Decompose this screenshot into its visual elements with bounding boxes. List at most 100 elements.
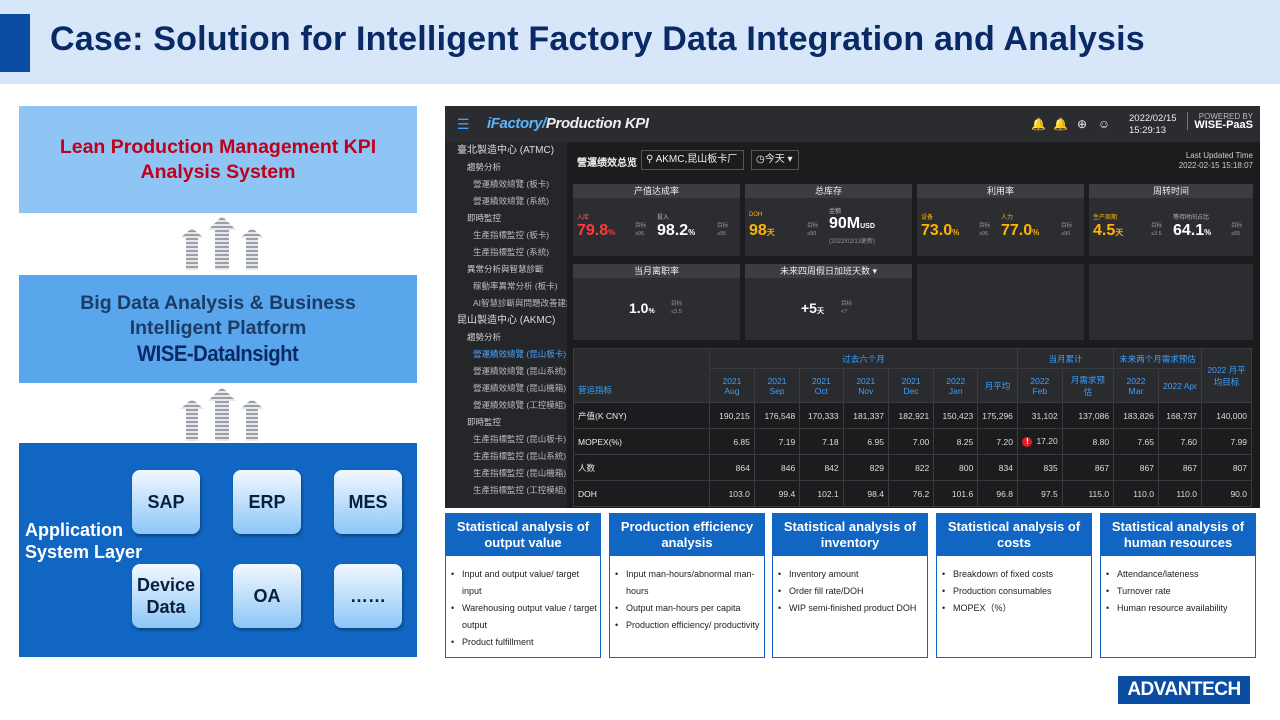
list-item: MOPEX（%） <box>942 600 1091 617</box>
sidebar-item[interactable]: 生產指標監控 (板卡) <box>473 230 550 240</box>
attrition-number: 1.0 <box>629 300 649 316</box>
kpi-a-value: 98天 <box>749 222 775 240</box>
category-list: Inventory amount Order fill rate/DOH WIP… <box>778 566 927 617</box>
column-header: 2021 Dec <box>887 368 935 403</box>
dashboard-brand: iFactory/Production KPI <box>487 115 649 132</box>
sidebar-item[interactable]: 異常分析與智慧診斷 <box>467 264 544 274</box>
table-cell: ! 17.20 <box>1016 428 1063 455</box>
attrition-unit: % <box>648 308 655 315</box>
column-header: 2021 Sep <box>753 368 801 403</box>
table-cell: 829 <box>842 454 889 481</box>
column-header: 月需求预估 <box>1061 368 1115 403</box>
column-header: 2022 Jan <box>933 368 979 403</box>
up-arrows-icon <box>180 387 264 441</box>
kpi-card-overtime[interactable]: 未来四周假日加班天数 ▾ +5天 目标 <7 <box>745 264 912 340</box>
table-cell: 176,548 <box>753 402 801 429</box>
list-item: WIP semi-finished product DOH <box>778 600 927 617</box>
kpi-card-output[interactable]: 产值达成率 入库 79.8% 目标 ≥95 投入 98.2% 目标 ≥95 <box>573 184 740 256</box>
list-item: Warehousing output value / target output <box>451 600 600 634</box>
category-output-value: Statistical analysis of output value Inp… <box>445 513 601 658</box>
table-cell: 7.99 <box>1201 428 1252 455</box>
category-production-efficiency: Production efficiency analysis Input man… <box>609 513 765 658</box>
sidebar-item[interactable]: 昆山製造中心 (AKMC) <box>457 315 556 326</box>
sidebar-item[interactable]: 營運績效總覽 (系統) <box>473 196 550 206</box>
date-range-select[interactable]: ◷今天 ▾ <box>751 150 799 170</box>
dashboard-datetime: 2022/02/15 15:29:13 <box>1129 113 1177 137</box>
kpi-card-utilization[interactable]: 利用率 设备 73.0% 目标 ≥95 人力 77.0% 目标 ≥90 <box>917 184 1084 256</box>
filter-value: AKMC,昆山板卡厂 <box>655 154 738 165</box>
attrition-target: 目标 ≤3.5 <box>671 301 683 315</box>
bell-icon[interactable]: 🔔 <box>1031 117 1046 131</box>
sidebar-item-selected[interactable]: 營運績效總覽 (昆山板卡) <box>473 349 567 359</box>
overtime-number: +5 <box>801 300 817 316</box>
kpi-card-empty <box>917 264 1084 340</box>
kpi-b-value: 77.0% <box>1001 222 1039 240</box>
sidebar-item[interactable]: 生產指標監控 (系統) <box>473 247 550 257</box>
category-title: Statistical analysis of output value <box>446 514 600 556</box>
header-bar: Case: Solution for Intelligent Factory D… <box>0 0 1280 84</box>
kpi-card-turnaround[interactable]: 周转时间 生产周期 4.5天 目标 ≤3.5 等待时间占比 64.1% 目标 ≤… <box>1089 184 1253 256</box>
category-list: Input and output value/ target input War… <box>451 566 600 651</box>
warning-icon: ! <box>1022 437 1033 447</box>
kpi-card-attrition[interactable]: 当月离职率 1.0% 目标 ≤3.5 <box>573 264 740 340</box>
sidebar-item[interactable]: 生產指標監控 (工控模組) <box>473 485 567 495</box>
date-text: 2022/02/15 <box>1129 113 1177 124</box>
time-text: 15:29:13 <box>1129 125 1166 136</box>
sidebar-item[interactable]: 趨勢分析 <box>467 332 502 342</box>
table-cell: 867 <box>1061 454 1115 481</box>
sidebar-item[interactable]: 生產指標監控 (昆山機箱) <box>473 468 567 478</box>
list-item: Input and output value/ target input <box>451 566 600 600</box>
bigdata-platform-title: Big Data Analysis & Business Intelligent… <box>80 292 356 339</box>
kpi-a-value: 73.0% <box>921 222 959 240</box>
table-cell: 864 <box>709 454 755 481</box>
category-inventory: Statistical analysis of inventory Invent… <box>772 513 928 658</box>
table-cell: 835 <box>1016 454 1063 481</box>
kpi-a-label: 设备 <box>921 215 934 221</box>
powered-by: POWERED BY WISE-PaaS <box>1187 112 1253 131</box>
sidebar-item[interactable]: 生產指標監控 (昆山系統) <box>473 451 567 461</box>
sidebar-item[interactable]: 趨勢分析 <box>467 162 502 172</box>
sidebar-item[interactable]: 營運績效總覽 (昆山機箱) <box>473 383 567 393</box>
table-cell: 150,423 <box>933 402 979 429</box>
sidebar-item[interactable]: 即時監控 <box>467 417 502 427</box>
lean-kpi-title: Lean Production Management KPI Analysis … <box>59 135 377 183</box>
sidebar-item[interactable]: 臺北製造中心 (ATMC) <box>457 145 555 156</box>
chip-sap: SAP <box>132 470 200 534</box>
factory-filter[interactable]: ⚲ AKMC,昆山板卡厂 <box>641 150 744 170</box>
category-human-resources: Statistical analysis of human resources … <box>1100 513 1256 658</box>
sidebar-item[interactable]: 營運績效總覽 (工控模組) <box>473 400 567 410</box>
kpi-a-label: DOH <box>749 212 763 218</box>
globe-icon[interactable]: ⊕ <box>1076 117 1088 131</box>
kpi-b-unit: USD <box>860 223 875 230</box>
chevron-down-icon[interactable]: ▾ <box>869 266 878 276</box>
up-arrows-icon <box>180 216 264 270</box>
kpi-b-number: 64.1 <box>1173 222 1205 239</box>
sidebar-item[interactable]: 即時監控 <box>467 213 502 223</box>
table-cell: 99.4 <box>753 480 801 507</box>
sidebar-item[interactable]: 營運績效總覽 (板卡) <box>473 179 550 189</box>
chip-erp: ERP <box>233 470 301 534</box>
sidebar-item[interactable]: AI智慧診斷與問題改善建議 <box>473 298 567 308</box>
kpi-a-unit: 天 <box>1115 228 1124 237</box>
table-cell: 175,296 <box>977 402 1018 429</box>
kpi-card-title: 总库存 <box>745 184 912 198</box>
chip-mes: MES <box>334 470 402 534</box>
kpi-b-unit: % <box>1032 228 1040 237</box>
column-header: 2021 Nov <box>842 368 889 403</box>
column-header: 月平均 <box>977 368 1018 403</box>
kpi-card-inventory[interactable]: 总库存 DOH 98天 目标 ≤90 金额 90MUSD (2022/02/13… <box>745 184 912 256</box>
table-cell: 822 <box>887 454 935 481</box>
table-cell: 867 <box>1113 454 1159 481</box>
table-cell: 137,086 <box>1061 402 1115 429</box>
wise-datainsight-label: WISE-DataInsight <box>137 341 299 366</box>
date-range-value: 今天 <box>764 154 785 165</box>
kpi-a-target: 目标 ≤90 <box>807 223 819 237</box>
sidebar-item[interactable]: 生產指標監控 (昆山板卡) <box>473 434 567 444</box>
user-icon[interactable]: ☺ <box>1097 117 1111 131</box>
menu-icon[interactable]: ☰ <box>457 116 470 132</box>
sidebar-item[interactable]: 稼動率異常分析 (板卡) <box>473 281 558 291</box>
notification-icon[interactable]: 🔔 <box>1053 117 1068 131</box>
sidebar-item[interactable]: 營運績效總覽 (昆山系統) <box>473 366 567 376</box>
table-cell: 181,337 <box>842 402 889 429</box>
table-cell: 110.0 <box>1157 480 1203 507</box>
